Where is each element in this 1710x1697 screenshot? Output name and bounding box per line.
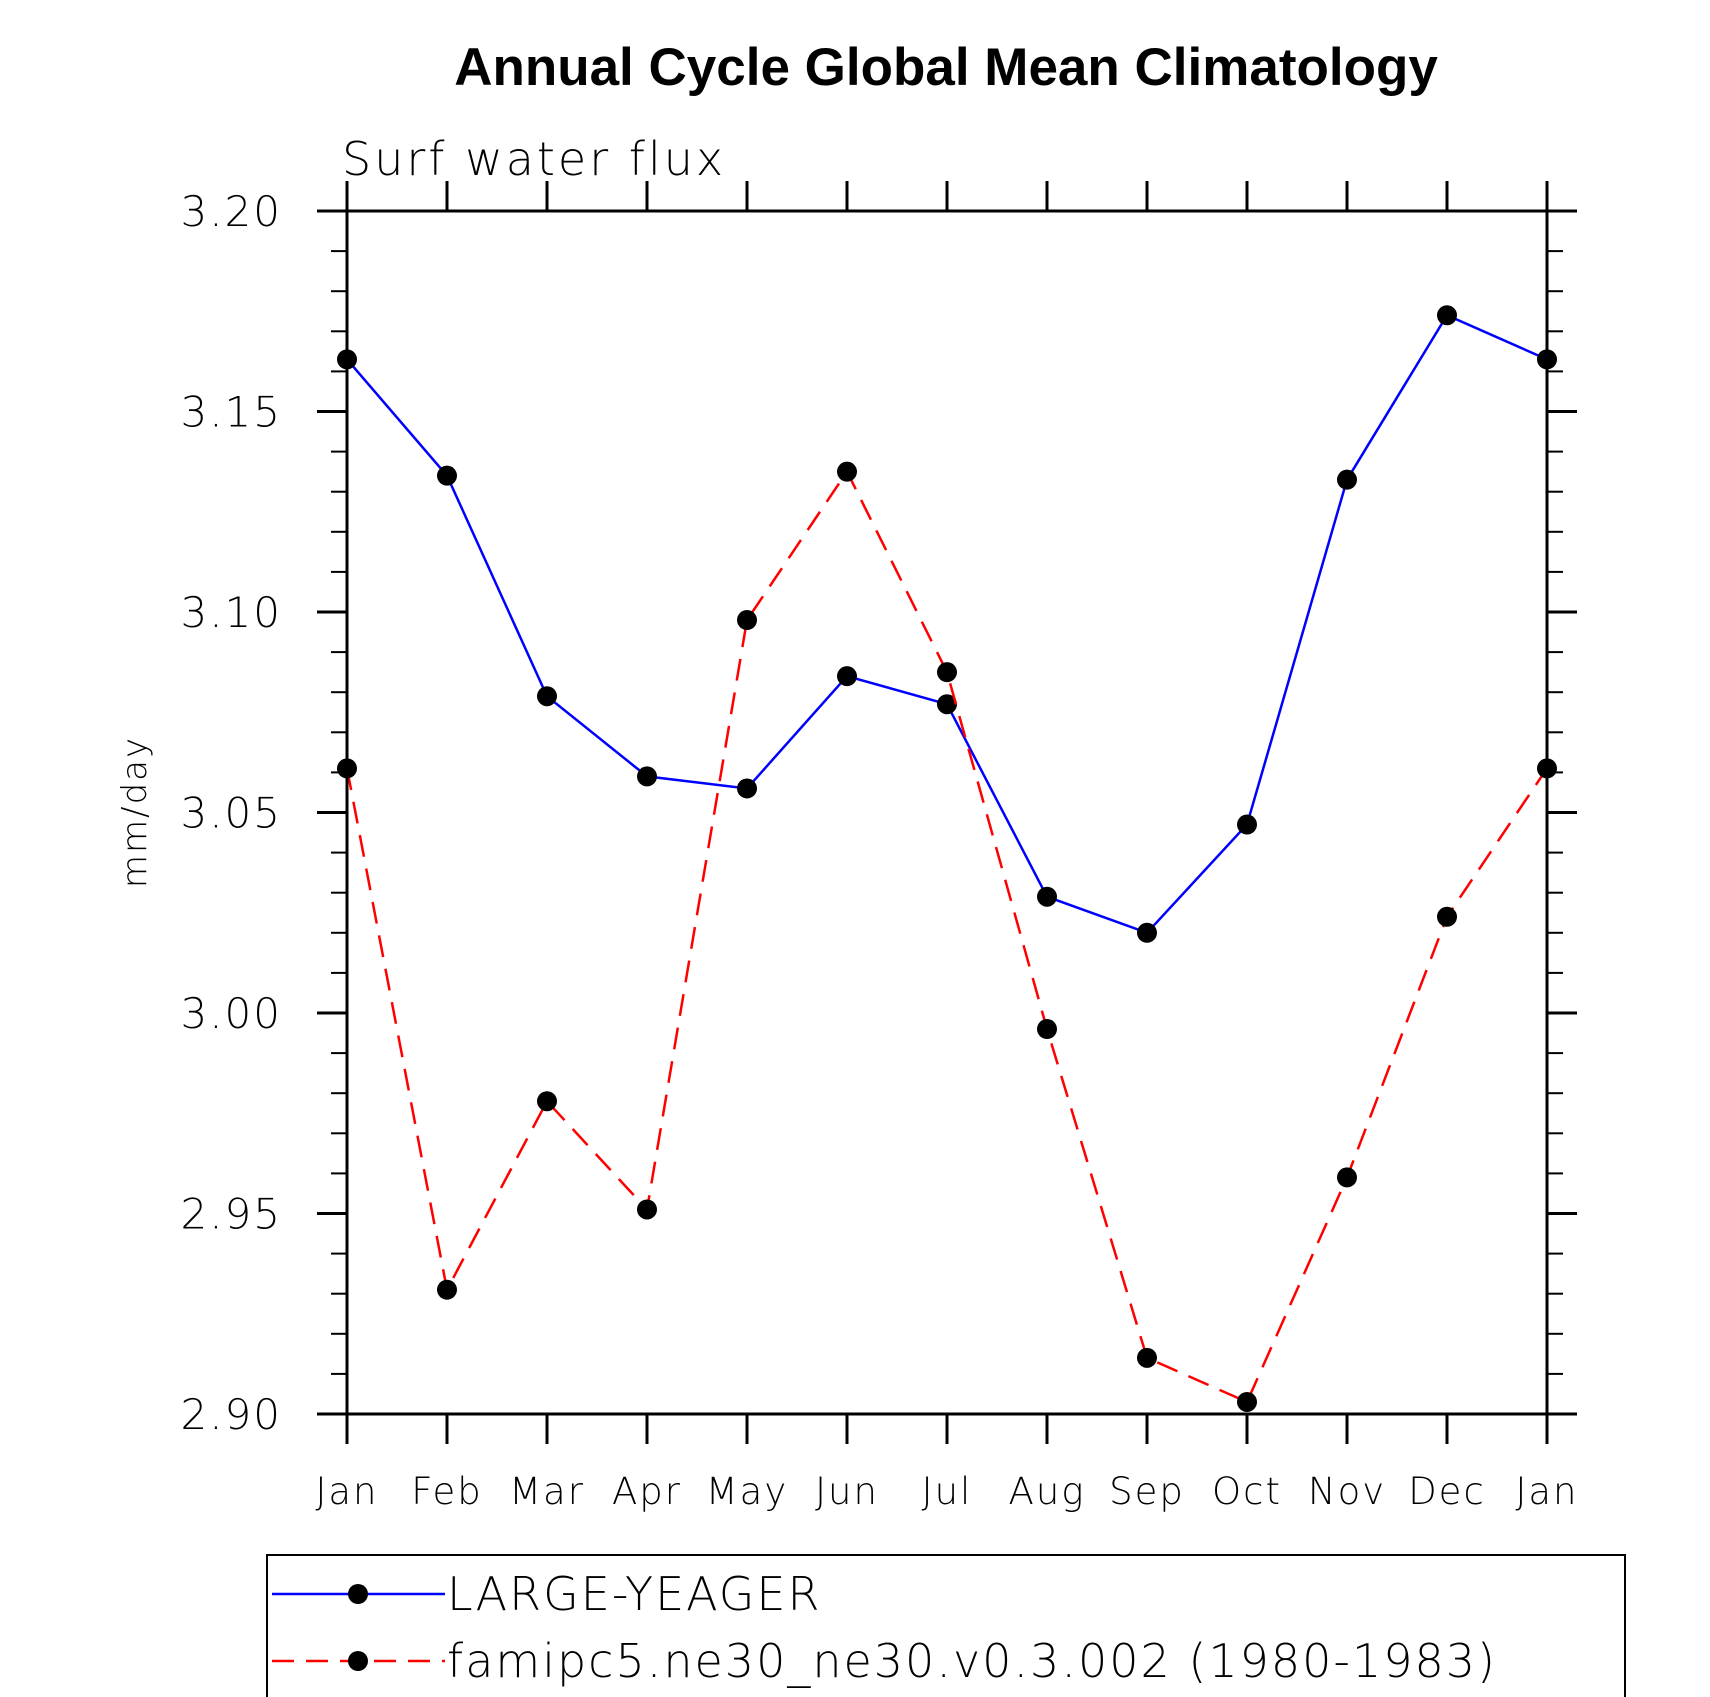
axis-ticks	[317, 181, 1577, 1444]
x-tick-label: Apr	[612, 1470, 682, 1513]
x-tick-label: Jul	[922, 1470, 973, 1513]
data-point	[1237, 814, 1257, 835]
data-point	[1437, 906, 1457, 927]
legend-label: LARGE-YEAGER	[447, 1567, 821, 1621]
y-tick-label: 3.00	[180, 989, 282, 1038]
data-point	[1337, 469, 1357, 490]
y-tick-label: 3.20	[180, 187, 282, 236]
data-point	[637, 1199, 657, 1220]
data-point	[1137, 1347, 1157, 1368]
data-point	[537, 686, 557, 707]
data-point	[737, 610, 757, 631]
tick-labels: 3.20 3.15 3.10 3.05 3.00 2.95 2.90 Jan Feb Mar Apr…	[180, 187, 1578, 1513]
x-tick-label: May	[706, 1470, 789, 1513]
x-tick-label: Oct	[1212, 1470, 1282, 1513]
x-tick-label: Jan	[315, 1470, 378, 1513]
data-point	[637, 766, 657, 787]
data-point	[937, 694, 957, 715]
x-tick-label: Mar	[509, 1470, 585, 1513]
data-point	[437, 1279, 457, 1300]
data-point	[1037, 886, 1057, 907]
data-point	[837, 461, 857, 482]
x-tick-label: Feb	[411, 1470, 483, 1513]
data-point	[1437, 305, 1457, 326]
series-2	[337, 461, 1557, 1412]
data-point	[837, 666, 857, 687]
y-tick-label: 2.95	[180, 1190, 282, 1239]
data-point	[1237, 1391, 1257, 1412]
x-tick-label: Nov	[1308, 1470, 1386, 1513]
legend: LARGE-YEAGER famipc5.ne30_ne30.v0.3.002 (…	[266, 1554, 1626, 1697]
y-tick-label: 3.05	[180, 789, 282, 838]
plot-frame	[345, 209, 1549, 1416]
data-point	[437, 465, 457, 486]
series-line	[345, 469, 1549, 1404]
legend-box	[266, 1554, 1626, 1697]
x-tick-label: Sep	[1109, 1470, 1185, 1513]
data-point	[1137, 922, 1157, 943]
y-tick-label: 2.90	[180, 1390, 282, 1439]
chart-title: Annual Cycle Global Mean Climatology	[454, 38, 1438, 97]
y-axis-label: mm/day	[115, 736, 155, 888]
x-tick-label: Aug	[1009, 1470, 1086, 1513]
legend-label: famipc5.ne30_ne30.v0.3.002 (1980-1983)	[447, 1634, 1497, 1688]
chart-subtitle: Surf water flux	[342, 132, 726, 186]
data-point	[537, 1091, 557, 1112]
data-point	[1037, 1019, 1057, 1040]
y-tick-label: 3.10	[180, 588, 282, 637]
data-point	[1337, 1167, 1357, 1188]
legend-item-1: LARGE-YEAGER	[272, 1567, 821, 1621]
x-tick-label: Jan	[1515, 1470, 1578, 1513]
y-tick-label: 3.15	[180, 388, 282, 437]
legend-item-2: famipc5.ne30_ne30.v0.3.002 (1980-1983)	[272, 1634, 1497, 1688]
series-1	[337, 305, 1557, 943]
x-tick-label: Jun	[815, 1470, 879, 1513]
data-point	[737, 778, 757, 799]
series-line	[346, 313, 1548, 935]
data-point	[937, 662, 957, 683]
x-tick-label: Dec	[1408, 1470, 1486, 1513]
legend-marker	[348, 1651, 368, 1671]
legend-marker	[348, 1584, 368, 1604]
series-layer	[337, 305, 1557, 1412]
